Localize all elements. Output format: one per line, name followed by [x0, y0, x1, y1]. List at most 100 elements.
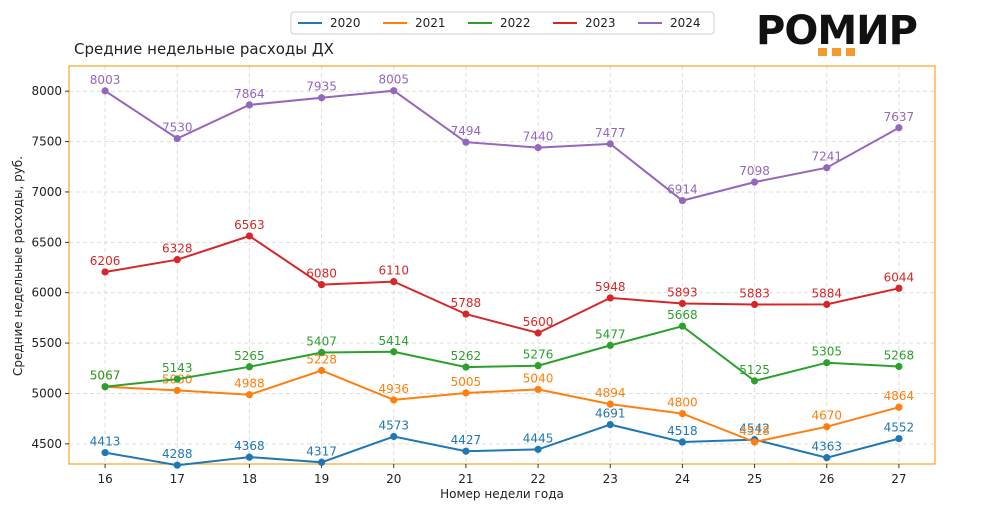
data-label-2022: 5067 [90, 369, 121, 383]
data-label-2024: 7935 [306, 80, 337, 94]
y-tick-label: 5000 [31, 386, 62, 400]
logo-square [846, 48, 855, 56]
x-tick-label: 20 [386, 472, 401, 486]
data-label-2022: 5414 [378, 334, 409, 348]
x-tick-label: 25 [747, 472, 762, 486]
data-label-2021: 4864 [884, 389, 915, 403]
x-tick-label: 16 [97, 472, 112, 486]
data-label-2021: 5067 [90, 369, 121, 383]
data-point-2021 [606, 400, 614, 408]
x-tick-label: 26 [819, 472, 834, 486]
data-label-2020: 4317 [306, 444, 337, 458]
legend-label-2023: 2023 [585, 16, 616, 30]
data-label-2023: 5884 [811, 286, 842, 300]
series-line-2020 [104, 423, 900, 467]
data-label-2024: 8003 [90, 73, 121, 87]
y-tick-label: 7500 [31, 135, 62, 149]
x-tick-label: 17 [170, 472, 185, 486]
data-point-2021 [750, 438, 759, 446]
data-point-2020 [245, 453, 254, 461]
data-label-2020: 4573 [378, 418, 409, 432]
y-tick-label: 7000 [31, 185, 62, 199]
logo-square [832, 48, 841, 56]
data-label-2024: 6914 [667, 183, 698, 197]
data-label-2020: 4368 [234, 439, 265, 453]
data-label-2023: 6328 [162, 242, 193, 256]
legend-label-2021: 2021 [415, 16, 446, 30]
data-point-2022 [462, 363, 470, 371]
data-point-2020 [462, 447, 470, 455]
data-label-2024: 7477 [595, 126, 626, 140]
data-label-2021: 4894 [595, 386, 626, 400]
data-label-2021: 5040 [523, 371, 554, 385]
data-point-2021 [823, 423, 831, 431]
data-point-2024 [173, 134, 181, 143]
data-point-2022 [606, 341, 614, 350]
data-point-2024 [534, 144, 542, 152]
data-point-2022 [534, 362, 542, 370]
data-point-2022 [823, 359, 831, 367]
chart-legend: 2020 2021 2022 2023 2024 [290, 11, 715, 35]
x-tick-label: 19 [314, 472, 329, 486]
data-point-2021 [895, 403, 903, 411]
y-tick-label: 6000 [31, 286, 62, 300]
data-label-2021: 4518 [739, 424, 770, 438]
data-point-2022 [390, 348, 398, 356]
data-label-2024: 7637 [884, 110, 915, 124]
series-line-2024 [104, 89, 900, 202]
data-point-2023 [823, 300, 831, 308]
data-point-2022 [317, 348, 326, 357]
data-point-2023 [101, 268, 109, 276]
y-tick-label: 6500 [31, 235, 62, 249]
data-label-2020: 4413 [90, 435, 121, 449]
y-tick-label: 5500 [31, 336, 62, 350]
romir-logo: РОМИР [756, 8, 918, 56]
data-label-2020: 4691 [595, 407, 626, 421]
data-point-2024 [823, 164, 831, 172]
data-label-2022: 5125 [739, 363, 770, 377]
data-point-2024 [101, 87, 109, 95]
data-label-2024: 7241 [811, 150, 842, 164]
data-label-2024: 7098 [739, 164, 770, 178]
legend-label-2022: 2022 [500, 16, 531, 30]
data-point-2023 [245, 232, 254, 240]
y-tick-label: 4500 [31, 437, 62, 451]
data-point-2020 [895, 435, 903, 443]
x-tick-label: 21 [458, 472, 473, 486]
data-point-2023 [462, 310, 470, 318]
data-label-2023: 6206 [90, 254, 121, 268]
chart-title: Средние недельные расходы ДХ [74, 40, 334, 58]
data-label-2020: 4427 [451, 433, 482, 447]
data-label-2023: 6110 [378, 264, 409, 278]
data-point-2021 [245, 391, 254, 399]
series-line-2023 [104, 234, 900, 335]
data-point-2021 [534, 385, 542, 394]
data-point-2022 [678, 322, 687, 330]
data-label-2020: 4552 [884, 421, 915, 435]
data-point-2024 [678, 197, 687, 205]
data-label-2021: 4670 [811, 409, 842, 423]
data-label-2022: 5268 [884, 348, 915, 362]
data-point-2024 [390, 87, 398, 95]
legend-label-2020: 2020 [330, 16, 361, 30]
x-axis-title: Номер недели года [440, 487, 564, 501]
logo-square [818, 48, 827, 56]
data-point-2020 [173, 461, 181, 469]
data-point-2021 [173, 386, 181, 395]
data-point-2024 [606, 140, 614, 148]
series-line-2022 [104, 325, 899, 388]
data-label-2023: 5893 [667, 285, 698, 299]
x-tick-label: 18 [242, 472, 257, 486]
data-label-2022: 5143 [162, 361, 193, 375]
data-label-2020: 4445 [523, 431, 554, 445]
y-tick-label: 8000 [31, 84, 62, 98]
data-label-2021: 5228 [306, 352, 337, 366]
data-label-2021: 4800 [667, 396, 698, 410]
data-label-2022: 5407 [306, 334, 337, 348]
data-point-2022 [895, 362, 903, 371]
data-label-2024: 7494 [451, 124, 482, 138]
data-label-2020: 4542 [739, 422, 770, 436]
data-label-2023: 6080 [306, 267, 337, 281]
data-label-2024: 7864 [234, 87, 265, 101]
data-point-2023 [317, 281, 326, 289]
